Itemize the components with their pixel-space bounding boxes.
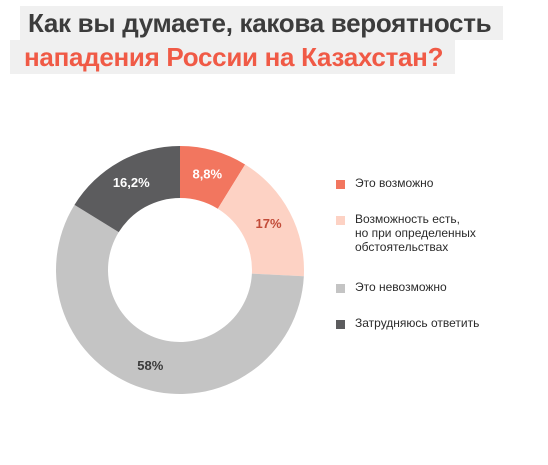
donut-slice bbox=[74, 146, 180, 233]
legend-label-line: Возможность есть, bbox=[355, 212, 460, 226]
legend-label: Это возможно bbox=[355, 176, 525, 190]
donut-slice bbox=[180, 146, 246, 209]
legend-swatch bbox=[336, 180, 345, 189]
legend-item: Затрудняюсь ответить bbox=[336, 316, 525, 330]
slice-data-label: 58% bbox=[137, 358, 163, 373]
chart-title-line-2: нападения России на Казахстан? bbox=[10, 40, 456, 74]
legend-label: Затрудняюсь ответить bbox=[355, 316, 525, 330]
legend-label: Возможность есть, но при определенных обст… bbox=[355, 212, 525, 254]
legend-label-line: Это невозможно bbox=[355, 280, 447, 294]
legend-label-line: Это возможно bbox=[355, 176, 434, 190]
legend-item: Возможность есть, но при определенных обст… bbox=[336, 212, 525, 254]
legend-swatch bbox=[336, 284, 345, 293]
legend-label-line: Затрудняюсь ответить bbox=[355, 316, 480, 330]
legend-label-line: обстоятельствах bbox=[355, 240, 449, 254]
legend-label: Это невозможно bbox=[355, 280, 525, 294]
legend-item: Это невозможно bbox=[336, 280, 525, 294]
slice-data-label: 17% bbox=[256, 216, 282, 231]
slice-data-label: 16,2% bbox=[113, 175, 150, 190]
legend-item: Это возможно bbox=[336, 176, 525, 190]
donut-data-labels: 8,8% 17% 58% 16,2% bbox=[113, 166, 282, 373]
donut-slices bbox=[55, 146, 304, 394]
donut-slice bbox=[55, 204, 304, 394]
slice-data-label: 8,8% bbox=[192, 166, 222, 181]
legend-label-line: но при определенных bbox=[355, 226, 476, 240]
legend-swatch bbox=[336, 216, 345, 225]
legend-swatch bbox=[336, 320, 345, 329]
donut-slice bbox=[217, 164, 304, 277]
chart-title: Как вы думаете, какова вероятность напад… bbox=[0, 6, 504, 74]
chart-title-line-1: Как вы думаете, какова вероятность bbox=[20, 6, 504, 40]
